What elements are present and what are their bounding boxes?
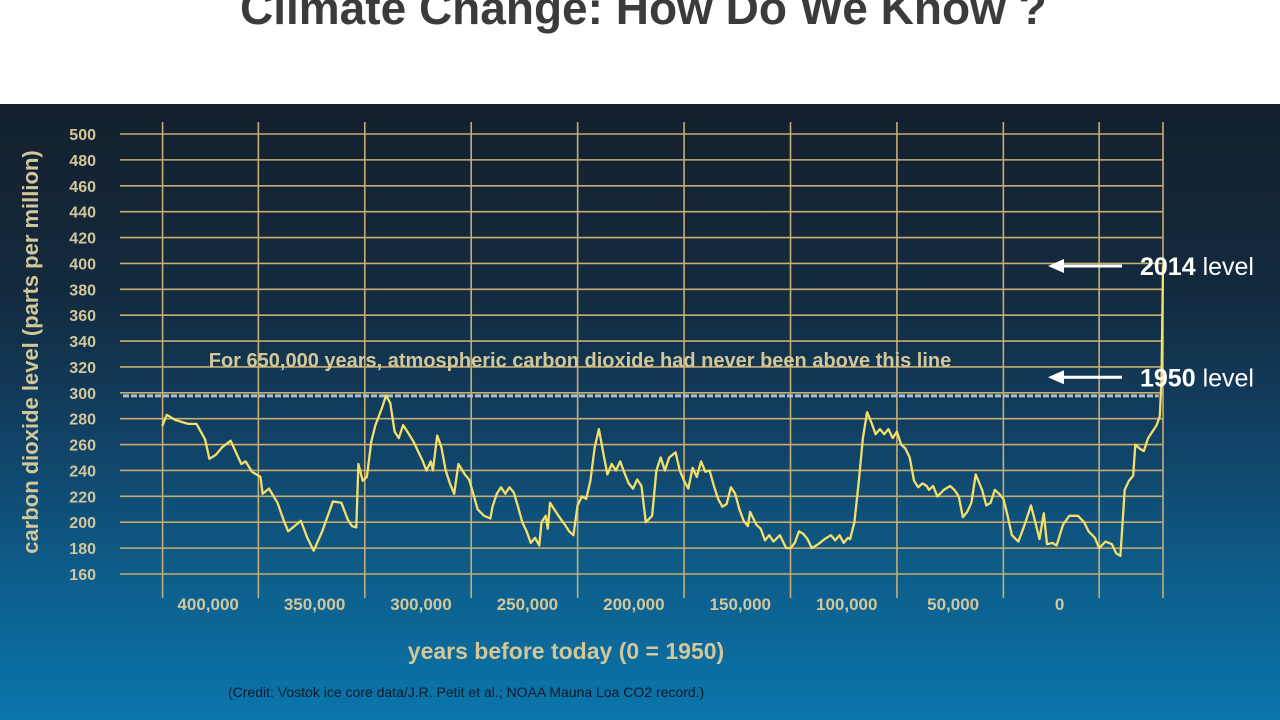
annotation-arrowhead (1048, 259, 1064, 273)
x-tick-label: 350,000 (284, 595, 345, 614)
y-tick-label: 360 (69, 308, 96, 325)
y-tick-label: 420 (69, 231, 96, 248)
annotation-label: 1950 level (1140, 364, 1254, 392)
y-axis-title: carbon dioxide level (parts per million) (18, 150, 43, 553)
y-tick-label: 320 (69, 360, 96, 377)
annotation-year: 1950 (1140, 364, 1196, 392)
co2-series-line (161, 264, 1165, 558)
x-tick-label: 150,000 (710, 595, 771, 614)
annotation-suffix: level (1196, 253, 1254, 281)
tick-labels: 160 180 200 220 240 260 280 300 320 340 360 380 400 4… (69, 127, 1064, 614)
y-tick-label: 440 (69, 205, 96, 222)
reference-line-group: For 650,000 years, atmospheric carbon di… (123, 350, 1159, 398)
co2-chart: For 650,000 years, atmospheric carbon di… (18, 122, 1254, 664)
grid (120, 122, 1164, 598)
series-layer (161, 264, 1165, 558)
y-tick-label: 400 (69, 256, 96, 273)
x-tick-label: 0 (1055, 595, 1064, 614)
annotation-suffix: level (1196, 364, 1254, 392)
x-tick-label: 400,000 (177, 595, 238, 614)
y-tick-label: 160 (69, 567, 96, 584)
y-tick-label: 260 (69, 438, 96, 455)
chart-area: For 650,000 years, atmospheric carbon di… (0, 104, 1280, 720)
x-tick-label: 200,000 (603, 595, 664, 614)
y-tick-label: 220 (69, 489, 96, 506)
y-tick-label: 180 (69, 541, 96, 558)
x-axis-title: years before today (0 = 1950) (408, 638, 724, 664)
reference-line-label: For 650,000 years, atmospheric carbon di… (209, 350, 952, 372)
x-tick-label: 100,000 (816, 595, 877, 614)
credit-note: (Credit: Vostok ice core data/J.R. Petit… (228, 684, 705, 700)
y-tick-label: 480 (69, 153, 96, 170)
annotation-year: 2014 (1140, 253, 1196, 281)
x-tick-label: 50,000 (927, 595, 979, 614)
y-tick-label: 460 (69, 179, 96, 196)
y-tick-label: 380 (69, 282, 96, 299)
y-tick-label: 240 (69, 463, 96, 480)
y-tick-label: 500 (69, 127, 96, 144)
y-tick-label: 200 (69, 515, 96, 532)
y-tick-label: 280 (69, 412, 96, 429)
y-tick-label: 340 (69, 334, 96, 351)
annotation-label: 2014 level (1140, 253, 1254, 281)
slide-title: Climate Change: How Do We Know ? (240, 0, 1047, 34)
annotation-arrowhead (1048, 370, 1064, 385)
y-tick-label: 300 (69, 386, 96, 403)
x-tick-label: 300,000 (390, 595, 451, 614)
x-tick-label: 250,000 (497, 595, 558, 614)
